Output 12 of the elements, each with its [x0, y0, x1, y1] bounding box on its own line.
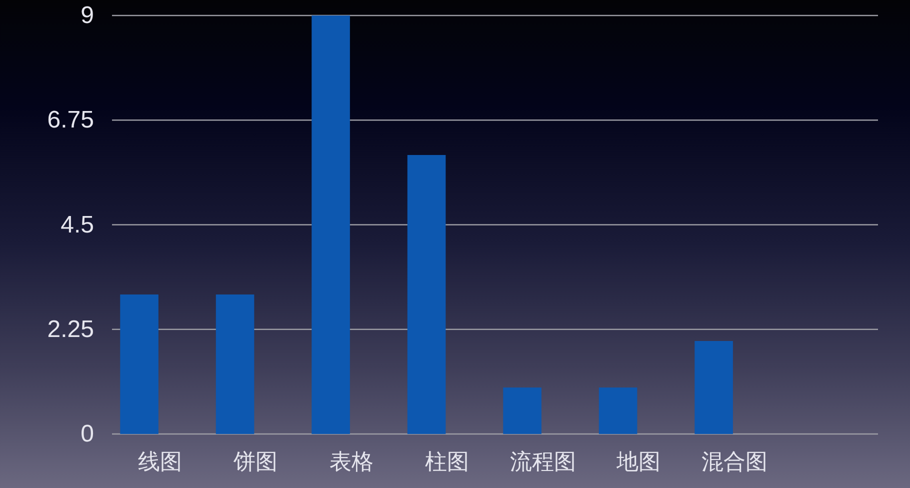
y-tick-label: 9	[80, 2, 94, 29]
x-tick-label: 柱图	[425, 449, 470, 474]
x-tick-label: 混合图	[701, 449, 768, 474]
y-tick-label: 2.25	[47, 316, 94, 343]
x-tick-label: 地图	[616, 449, 661, 474]
x-tick-label: 饼图	[232, 449, 278, 474]
y-tick-label: 6.75	[47, 106, 94, 134]
x-tick-label: 流程图	[510, 449, 576, 474]
y-tick-label: 0	[80, 420, 94, 448]
x-tick-label: 线图	[138, 449, 182, 474]
x-tick-label: 表格	[329, 449, 374, 474]
y-tick-label: 4.5	[60, 211, 94, 238]
